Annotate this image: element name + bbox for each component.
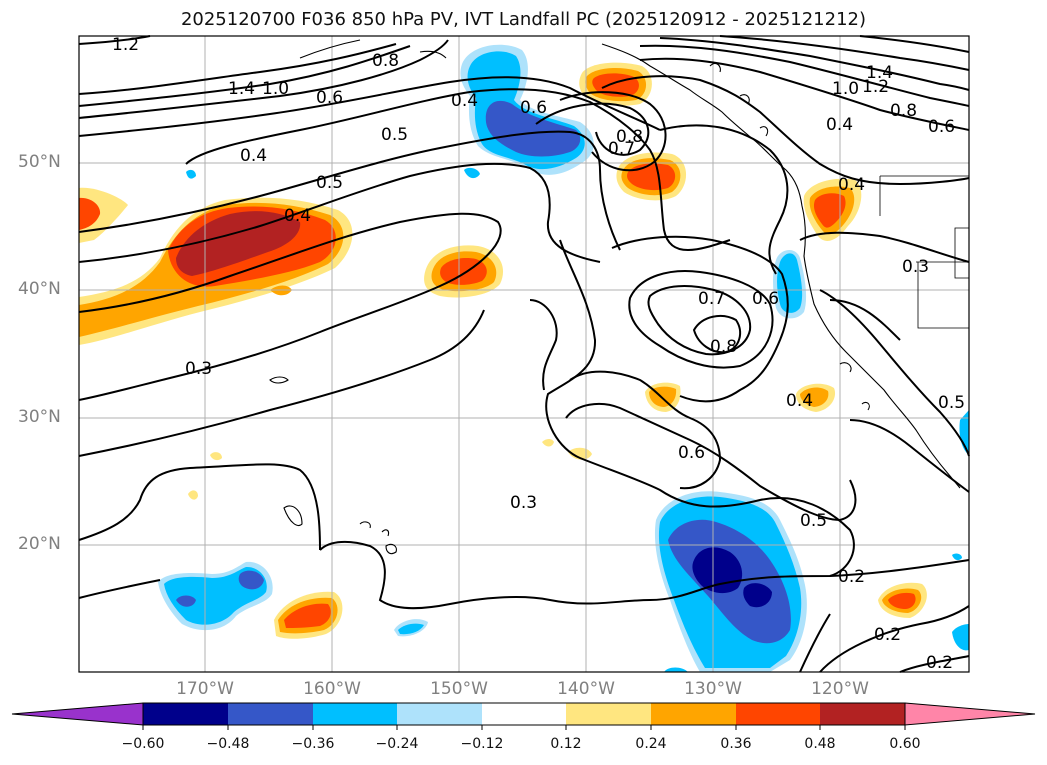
contour-label: 1.4 bbox=[866, 63, 893, 83]
page-title: 2025120700 F036 850 hPa PV, IVT Landfall… bbox=[180, 9, 867, 30]
contour-labels: 1.2 1.4 1.0 0.8 0.6 0.5 0.4 0.5 0.4 0.4 … bbox=[112, 35, 965, 673]
contour-label: 0.6 bbox=[678, 443, 705, 463]
lon-label-150w: 150°W bbox=[430, 679, 488, 699]
colorbar-tick: 0.12 bbox=[550, 736, 582, 752]
colorbar-tick: −0.36 bbox=[291, 736, 335, 752]
contour-label: 1.0 bbox=[262, 79, 289, 99]
contour-label: 1.2 bbox=[862, 77, 889, 97]
contour-label: 0.6 bbox=[928, 117, 955, 137]
contour-label: 0.4 bbox=[786, 391, 813, 411]
contour-label: 0.4 bbox=[451, 91, 478, 111]
contour-label: 0.4 bbox=[240, 146, 267, 166]
contour-label: 0.3 bbox=[185, 359, 212, 379]
lon-label-170w: 170°W bbox=[176, 679, 234, 699]
colorbar-tick: −0.48 bbox=[206, 736, 250, 752]
contour-label: 0.6 bbox=[520, 98, 547, 118]
contour-label: 1.4 bbox=[228, 79, 255, 99]
contour-label: 0.5 bbox=[938, 393, 965, 413]
colorbar-extend-high bbox=[904, 702, 1036, 726]
contour-label: 0.5 bbox=[800, 511, 827, 531]
map-frame bbox=[78, 35, 970, 673]
colorbar-tick: 0.36 bbox=[720, 736, 752, 752]
contour-label: 0.5 bbox=[316, 173, 343, 193]
contour-label: 0.8 bbox=[710, 337, 737, 357]
contour-label: 0.8 bbox=[616, 127, 643, 147]
contour-label: 1.0 bbox=[832, 79, 859, 99]
contour-label: 0.4 bbox=[838, 175, 865, 195]
contour-label: 0.8 bbox=[890, 101, 917, 121]
lon-label-120w: 120°W bbox=[811, 679, 869, 699]
lat-label-30n: 30°N bbox=[18, 407, 61, 427]
colorbar bbox=[11, 702, 1036, 730]
contour-label: 0.2 bbox=[874, 625, 901, 645]
contour-label: 1.2 bbox=[112, 35, 139, 55]
contour-label: 0.4 bbox=[284, 206, 311, 226]
lon-label-160w: 160°W bbox=[303, 679, 361, 699]
contour-label: 0.7 bbox=[698, 289, 725, 309]
contour-label: 0.6 bbox=[752, 289, 779, 309]
colorbar-tick: 0.48 bbox=[804, 736, 836, 752]
contour-label: 0.3 bbox=[510, 493, 537, 513]
lat-label-20n: 20°N bbox=[18, 534, 61, 554]
colorbar-extend-low bbox=[11, 702, 144, 726]
colorbar-tick: −0.24 bbox=[375, 736, 419, 752]
contour-label: 0.7 bbox=[608, 139, 635, 159]
contour-label: 0.3 bbox=[902, 257, 929, 277]
lon-label-130w: 130°W bbox=[684, 679, 742, 699]
colorbar-tick: −0.12 bbox=[460, 736, 504, 752]
contour-label: 0.2 bbox=[838, 567, 865, 587]
contour-label: 0.2 bbox=[926, 653, 953, 673]
lon-label-140w: 140°W bbox=[557, 679, 615, 699]
colorbar-tick: 0.60 bbox=[889, 736, 921, 752]
contour-label: 0.8 bbox=[372, 51, 399, 71]
colorbar-tick: 0.24 bbox=[635, 736, 667, 752]
contour-label: 0.6 bbox=[316, 88, 343, 108]
contour-label: 0.4 bbox=[826, 115, 853, 135]
lat-label-40n: 40°N bbox=[18, 279, 61, 299]
pv-contours bbox=[78, 35, 970, 673]
colorbar-tick: −0.60 bbox=[121, 736, 165, 752]
lat-label-50n: 50°N bbox=[18, 152, 61, 172]
contour-label: 0.5 bbox=[381, 125, 408, 145]
